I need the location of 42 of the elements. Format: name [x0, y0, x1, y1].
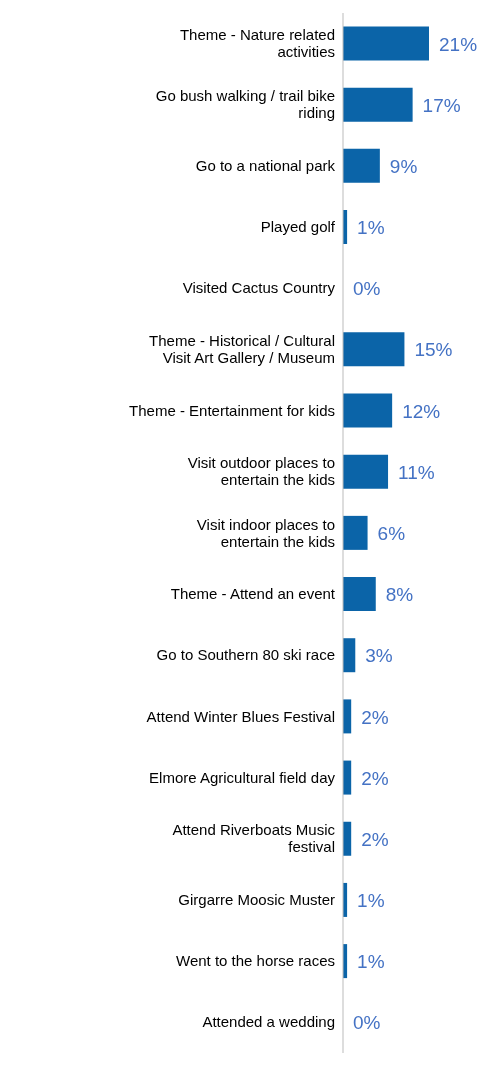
y-tick-label: Go to a national park	[195, 156, 336, 174]
data-label: 3%	[365, 645, 393, 667]
data-label: 2%	[361, 706, 389, 728]
bar	[343, 454, 389, 489]
y-tick-label: Visit indoor places to entertain the kids	[196, 515, 335, 550]
y-tick-label: Visited Cactus Country	[182, 279, 336, 297]
data-label: 12%	[402, 400, 441, 422]
bar	[343, 148, 380, 183]
data-label: 1%	[357, 890, 385, 912]
y-tick-label: Elmore Agricultural field day	[149, 768, 336, 786]
y-tick-label: Attended a wedding	[202, 1013, 335, 1031]
y-tick-label: Attend Riverboats Music festival	[172, 821, 336, 856]
data-label: 9%	[389, 155, 418, 177]
data-label: 8%	[385, 584, 414, 606]
y-tick-label: Went to the horse races	[176, 952, 335, 970]
data-label: 2%	[361, 828, 389, 850]
data-label: 21%	[439, 33, 478, 55]
y-tick-label: Go to Southern 80 ski race	[156, 646, 335, 664]
data-label: 1%	[357, 951, 385, 973]
bar	[343, 26, 429, 61]
bar	[343, 515, 368, 550]
y-tick-label: Go bush walking / trail bike riding	[155, 87, 335, 122]
bar	[343, 577, 376, 612]
y-tick-label: Visit outdoor places to entertain the kids	[187, 454, 335, 489]
data-label: 1%	[357, 217, 385, 239]
data-label: 6%	[377, 523, 406, 544]
y-tick-label: Theme - Nature related activities	[179, 26, 335, 61]
bar	[343, 332, 405, 367]
bar	[343, 393, 393, 428]
y-tick-label: Attend Winter Blues Festival	[146, 707, 335, 725]
y-tick-label: Girgarre Moosic Muster	[178, 891, 335, 909]
data-label: 11%	[398, 461, 435, 483]
y-tick-label: Theme - Entertainment for kids	[129, 401, 335, 419]
y-tick-label: Theme - Historical / Cultural Visit Art Gallery / Museum	[149, 331, 335, 366]
y-tick-label: Theme - Attend an event	[170, 585, 336, 603]
data-label: 2%	[361, 767, 389, 789]
y-tick-label: Played golf	[260, 218, 336, 236]
data-label: 15%	[414, 339, 453, 361]
data-label: 17%	[422, 94, 461, 116]
data-label: 0%	[353, 1012, 381, 1034]
bar	[343, 87, 413, 122]
data-label: 0%	[353, 278, 381, 300]
